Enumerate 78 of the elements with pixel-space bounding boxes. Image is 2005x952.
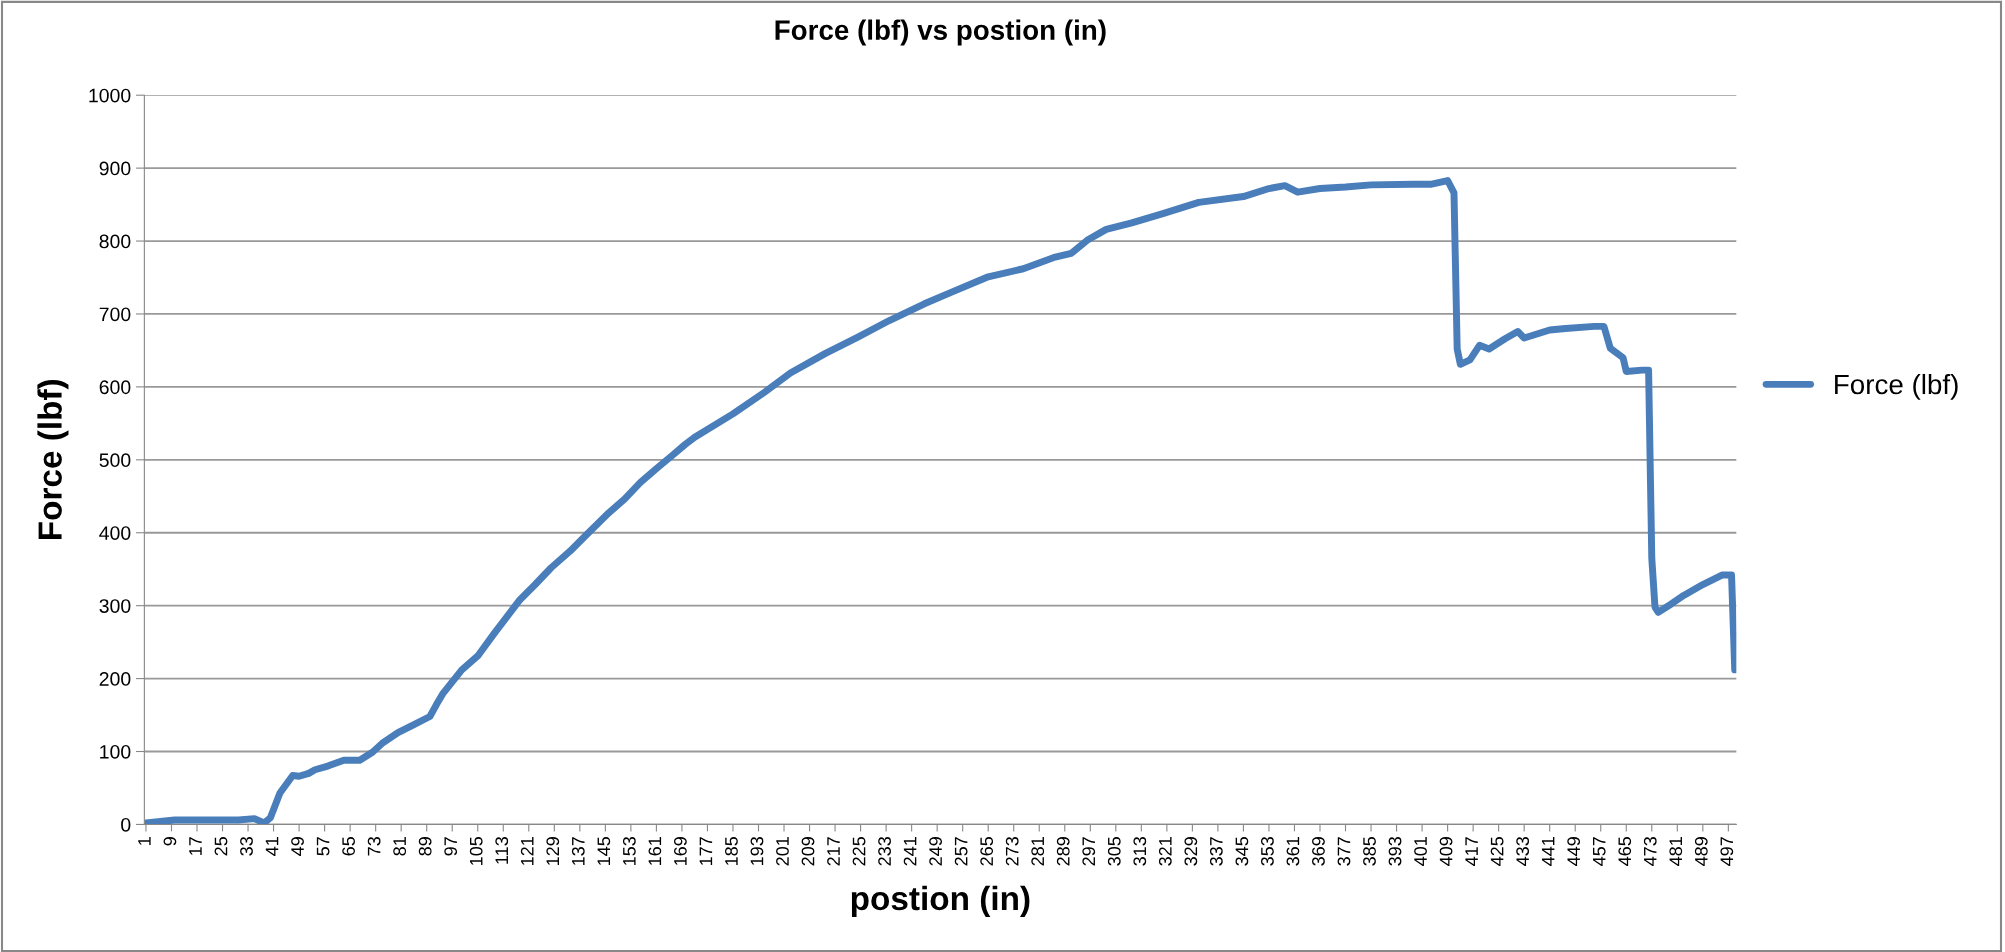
x-tick-label: 249: [929, 837, 942, 866]
x-tick-label: 201: [776, 837, 789, 866]
x-tick-label: 473: [1643, 837, 1657, 866]
x-tick-label: 257: [954, 837, 968, 866]
x-tick-label: 49: [291, 837, 304, 856]
x-tick-label: 417: [1465, 837, 1478, 866]
y-tick-label: 0: [121, 817, 131, 832]
x-tick-label: 321: [1158, 837, 1172, 866]
x-tick-label: 497: [1720, 837, 1734, 866]
x-tick-label: 17: [189, 837, 202, 855]
x-tick-label: 193: [750, 837, 764, 865]
x-tick-label: 33: [240, 837, 253, 856]
x-tick-label: 289: [1056, 837, 1070, 866]
y-tick-label: 800: [99, 234, 131, 249]
x-tick-label: 305: [1107, 836, 1121, 866]
y-tick-label: 200: [99, 672, 131, 686]
x-tick-label: 89: [418, 837, 432, 856]
x-tick-label: 265: [980, 836, 994, 866]
y-tick-label: 700: [99, 307, 131, 322]
x-tick-label: 209: [801, 837, 815, 866]
x-tick-label: 489: [1694, 837, 1708, 866]
x-tick-label: 361: [1286, 837, 1300, 866]
x-tick-label: 25: [214, 836, 228, 856]
x-tick-label: 185: [725, 836, 738, 865]
x-axis-title: postion (in): [851, 885, 1030, 917]
x-tick-label: 441: [1541, 837, 1555, 866]
x-tick-label: 337: [1209, 837, 1223, 866]
x-tick-label: 233: [878, 837, 891, 866]
x-tick-label: 73: [367, 837, 381, 856]
x-tick-label: 273: [1005, 837, 1019, 866]
x-tick-label: 9: [163, 837, 177, 846]
x-tick-label: 433: [1516, 837, 1530, 866]
y-tick-label: 600: [99, 380, 131, 395]
x-tick-label: 145: [597, 836, 611, 865]
y-tick-label: 900: [99, 161, 131, 176]
x-tick-label: 377: [1337, 837, 1351, 866]
chart-title: Force (lbf) vs postion (in): [775, 19, 1106, 46]
x-tick-label: 105: [469, 836, 483, 865]
x-tick-label: 81: [393, 837, 407, 856]
x-tick-label: 1: [138, 837, 151, 845]
x-tick-label: 241: [903, 837, 917, 866]
x-tick-label: 481: [1669, 837, 1683, 866]
x-tick-label: 393: [1388, 837, 1402, 866]
legend-label: Force (lbf): [1835, 373, 1958, 400]
y-tick-label: 500: [99, 453, 131, 468]
x-tick-label: 161: [648, 837, 662, 865]
x-tick-label: 329: [1184, 837, 1198, 866]
x-tick-label: 225: [852, 836, 866, 866]
x-tick-label: 457: [1592, 837, 1606, 866]
x-tick-label: 297: [1082, 837, 1096, 866]
x-tick-label: 345: [1235, 836, 1249, 866]
x-tick-label: 113: [495, 837, 509, 864]
x-tick-label: 281: [1031, 837, 1045, 866]
x-tick-label: 57: [316, 837, 330, 856]
x-tick-label: 449: [1567, 837, 1581, 866]
x-tick-label: 401: [1414, 837, 1427, 866]
x-tick-label: 353: [1261, 837, 1274, 866]
x-tick-label: 169: [673, 837, 687, 865]
x-tick-label: 217: [827, 837, 840, 866]
x-tick-label: 425: [1490, 836, 1504, 866]
x-tick-label: 97: [444, 837, 458, 856]
y-tick-label: 400: [99, 526, 131, 540]
x-tick-label: 121: [520, 837, 534, 865]
x-tick-label: 409: [1439, 837, 1453, 866]
x-tick-label: 177: [699, 837, 713, 865]
x-tick-label: 41: [265, 837, 279, 856]
x-tick-label: 153: [622, 837, 636, 865]
y-axis-title: Force (lbf): [37, 379, 69, 540]
x-tick-label: 129: [546, 837, 560, 865]
x-tick-label: 385: [1363, 836, 1376, 866]
x-tick-label: 465: [1618, 836, 1632, 866]
x-tick-label: 137: [571, 837, 585, 865]
x-tick-label: 65: [342, 836, 355, 856]
y-tick-label: 100: [100, 744, 131, 759]
x-tick-label: 313: [1133, 837, 1147, 866]
x-tick-label: 369: [1312, 837, 1325, 866]
y-tick-label: 300: [99, 599, 131, 613]
y-tick-label: 1000: [89, 88, 131, 103]
